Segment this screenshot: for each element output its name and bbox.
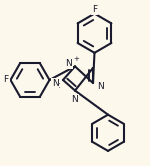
Text: N: N — [52, 79, 58, 87]
Text: F: F — [92, 4, 97, 14]
Text: F: F — [3, 76, 9, 84]
Text: +: + — [74, 56, 80, 62]
Text: N: N — [72, 95, 78, 104]
Text: :: : — [58, 81, 60, 90]
Text: N: N — [65, 59, 72, 68]
Text: N: N — [98, 82, 104, 90]
